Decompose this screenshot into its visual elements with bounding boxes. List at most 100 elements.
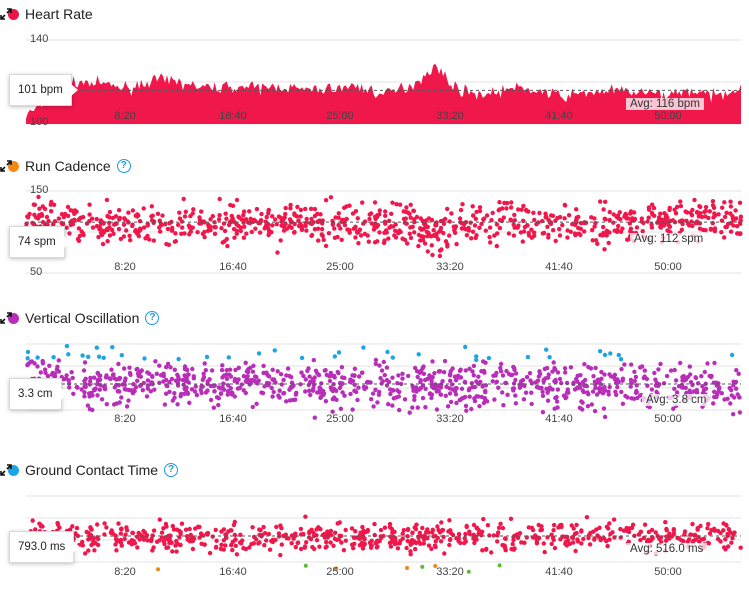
help-icon[interactable]: ? (116, 159, 131, 173)
data-point (176, 356, 181, 362)
data-point (552, 379, 557, 384)
data-point (229, 213, 234, 219)
data-point (181, 196, 186, 202)
data-point (429, 392, 435, 397)
data-point (261, 363, 266, 369)
data-point (43, 370, 48, 375)
data-point (706, 541, 712, 546)
data-point (136, 373, 141, 379)
data-point (213, 527, 218, 533)
data-point (467, 394, 472, 399)
data-point (286, 536, 291, 541)
data-point (645, 219, 650, 224)
data-point (88, 379, 93, 384)
data-point (127, 370, 133, 376)
run-cadence-chart[interactable] (0, 156, 749, 286)
data-point (630, 522, 636, 527)
expand-icon[interactable] (0, 464, 12, 476)
data-point (153, 359, 158, 364)
data-point (663, 520, 668, 525)
data-point (372, 200, 378, 205)
data-point (512, 212, 517, 218)
data-point (97, 387, 103, 392)
data-point (419, 234, 424, 239)
data-point (474, 354, 479, 359)
data-point (385, 349, 390, 355)
data-point (724, 210, 729, 215)
data-point (301, 531, 306, 537)
data-point (494, 222, 500, 227)
data-point (661, 381, 667, 386)
data-point (145, 370, 150, 375)
data-point (212, 231, 218, 236)
data-point (254, 401, 259, 406)
expand-icon[interactable] (0, 160, 12, 172)
data-point (646, 529, 652, 535)
x-tick-label: 33:20 (436, 261, 464, 273)
data-point (454, 400, 459, 406)
data-point (342, 393, 347, 398)
data-point (370, 391, 376, 396)
data-point (184, 367, 189, 372)
x-tick-label: 50:00 (654, 413, 682, 425)
data-point (590, 227, 595, 233)
help-icon[interactable]: ? (145, 311, 160, 325)
data-point (608, 374, 614, 379)
data-point (593, 385, 598, 391)
data-point (443, 393, 448, 398)
data-point (163, 377, 169, 383)
data-point (462, 379, 468, 385)
data-point (220, 375, 225, 380)
x-tick-label: 16:40 (219, 413, 247, 425)
data-point (183, 209, 188, 214)
data-point (646, 537, 651, 542)
data-point (360, 542, 365, 547)
data-point (391, 396, 396, 401)
data-point (688, 372, 693, 377)
data-point (241, 235, 247, 240)
data-point (358, 233, 364, 238)
data-point (25, 356, 30, 361)
data-point (382, 372, 387, 378)
data-point (303, 563, 308, 568)
data-point (283, 205, 288, 211)
data-point (347, 230, 352, 235)
data-point (295, 204, 300, 210)
data-point (511, 233, 517, 238)
data-point (463, 368, 468, 373)
help-icon[interactable]: ? (164, 463, 179, 477)
data-point (328, 370, 333, 376)
data-point (550, 213, 556, 218)
data-point (697, 226, 703, 231)
data-point (390, 403, 395, 408)
data-point (287, 373, 292, 379)
ground-contact-time-title: Ground Contact Time (25, 462, 159, 478)
data-point (448, 399, 454, 405)
data-point (582, 220, 587, 226)
data-point (431, 228, 436, 233)
expand-icon[interactable] (0, 312, 12, 324)
data-point (593, 365, 598, 371)
data-point (526, 209, 531, 214)
data-point (464, 408, 469, 413)
data-point (65, 213, 71, 219)
data-point (311, 357, 316, 363)
data-point (339, 237, 344, 242)
expand-icon[interactable] (0, 8, 12, 20)
data-point (523, 390, 529, 395)
x-tick-label: 25:00 (326, 261, 354, 273)
data-point (277, 388, 282, 393)
vertical-oscillation-chart[interactable] (0, 308, 749, 438)
data-point (400, 531, 405, 536)
data-point (735, 231, 741, 236)
data-point (135, 545, 140, 550)
data-point (219, 367, 225, 373)
ground-contact-time-chart[interactable] (0, 460, 749, 589)
data-point (551, 360, 556, 365)
data-point (304, 216, 309, 222)
heart-rate-chart[interactable] (0, 4, 749, 134)
data-point (470, 369, 475, 374)
data-point (197, 524, 202, 530)
data-point (424, 218, 429, 223)
data-point (500, 373, 506, 378)
